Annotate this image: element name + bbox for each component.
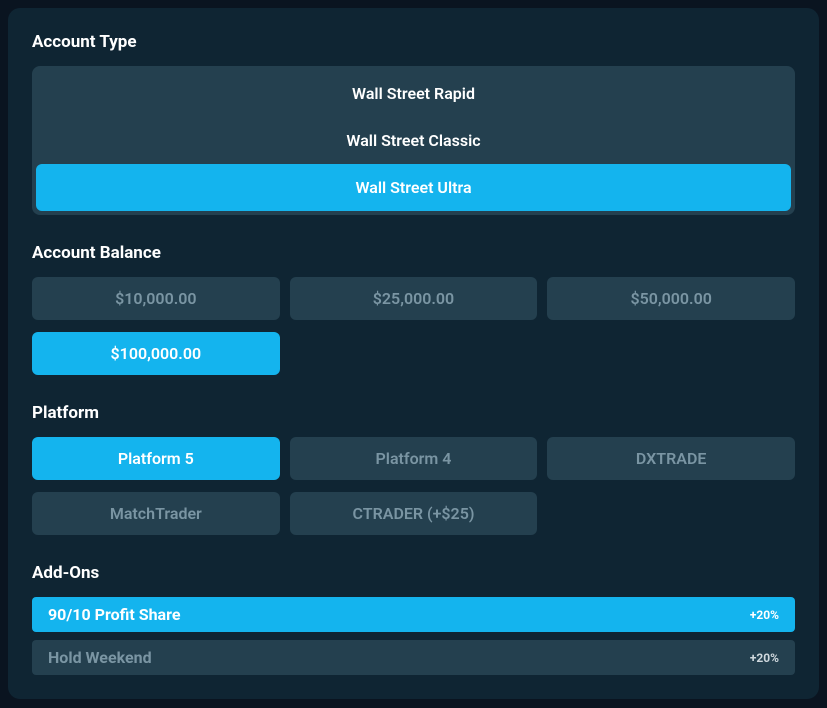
account-balance-title: Account Balance <box>32 243 795 263</box>
account-balance-row1: $10,000.00 $25,000.00 $50,000.00 <box>32 277 795 320</box>
account-type-option-rapid[interactable]: Wall Street Rapid <box>36 70 791 117</box>
addon-profit-share-badge: +20% <box>750 608 779 622</box>
account-type-group: Wall Street Rapid Wall Street Classic Wa… <box>32 66 795 215</box>
balance-option-100k[interactable]: $100,000.00 <box>32 332 280 375</box>
balance-option-25k[interactable]: $25,000.00 <box>290 277 538 320</box>
platform-option-platform4[interactable]: Platform 4 <box>290 437 538 480</box>
addons-group: 90/10 Profit Share +20% Hold Weekend +20… <box>32 597 795 675</box>
addons-title: Add-Ons <box>32 563 795 583</box>
account-type-option-ultra[interactable]: Wall Street Ultra <box>36 164 791 211</box>
platform-row2: MatchTrader CTRADER (+$25) <box>32 492 795 535</box>
balance-option-10k[interactable]: $10,000.00 <box>32 277 280 320</box>
addon-profit-share-label: 90/10 Profit Share <box>48 605 180 624</box>
platform-row1: Platform 5 Platform 4 DXTRADE <box>32 437 795 480</box>
platform-option-platform5[interactable]: Platform 5 <box>32 437 280 480</box>
addon-hold-weekend-label: Hold Weekend <box>48 648 152 667</box>
balance-option-50k[interactable]: $50,000.00 <box>547 277 795 320</box>
addon-hold-weekend[interactable]: Hold Weekend +20% <box>32 640 795 675</box>
platform-title: Platform <box>32 403 795 423</box>
platform-option-dxtrade[interactable]: DXTRADE <box>547 437 795 480</box>
platform-option-ctrader[interactable]: CTRADER (+$25) <box>290 492 538 535</box>
addon-hold-weekend-badge: +20% <box>750 651 779 665</box>
addon-profit-share[interactable]: 90/10 Profit Share +20% <box>32 597 795 632</box>
account-type-option-classic[interactable]: Wall Street Classic <box>36 117 791 164</box>
config-panel: Account Type Wall Street Rapid Wall Stre… <box>8 8 819 699</box>
platform-option-matchtrader[interactable]: MatchTrader <box>32 492 280 535</box>
account-type-title: Account Type <box>32 32 795 52</box>
